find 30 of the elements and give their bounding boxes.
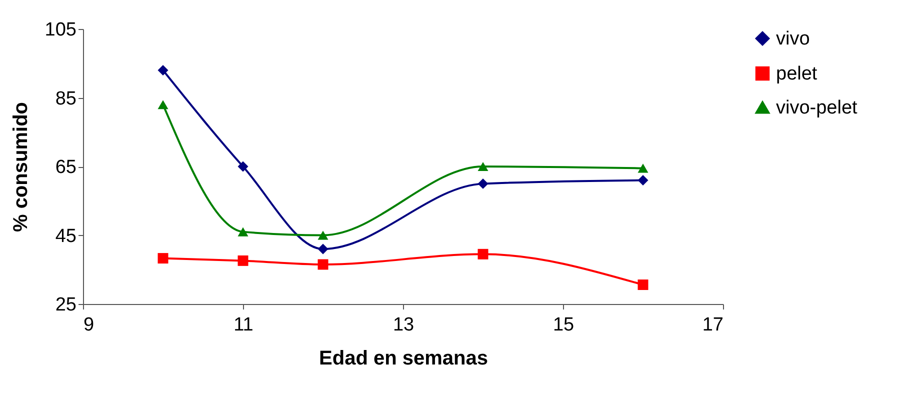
y-tick-label: 65 [55,157,76,178]
y-tick-label: 45 [55,226,76,247]
point [638,175,648,186]
x-tick-label: 13 [392,314,414,336]
x-tick-label: 9 [84,314,94,336]
y-tick-label: 105 [44,20,76,40]
y-tick-label: 85 [55,88,76,110]
point [638,164,648,173]
point [478,162,488,172]
point [238,161,248,172]
point [158,65,168,76]
y-tick-label: 25 [55,294,76,316]
x-tick-label: 15 [552,314,574,336]
point [318,259,328,270]
x-axis-title: Edad en semanas [319,348,488,370]
x-tick-label: 11 [234,314,254,336]
point [318,230,328,240]
y-axis-title: % consumido [10,102,32,232]
point [238,255,248,266]
point [478,248,488,260]
point [638,280,648,290]
legend-label: pelet [776,64,818,84]
point [158,100,168,110]
x-tick-label: 17 [702,314,724,336]
legend-label: vivo [776,28,810,50]
point [158,253,168,264]
point [318,244,328,254]
point [238,227,248,236]
legend-label: vivo-pelet [776,98,858,118]
point [478,178,488,189]
